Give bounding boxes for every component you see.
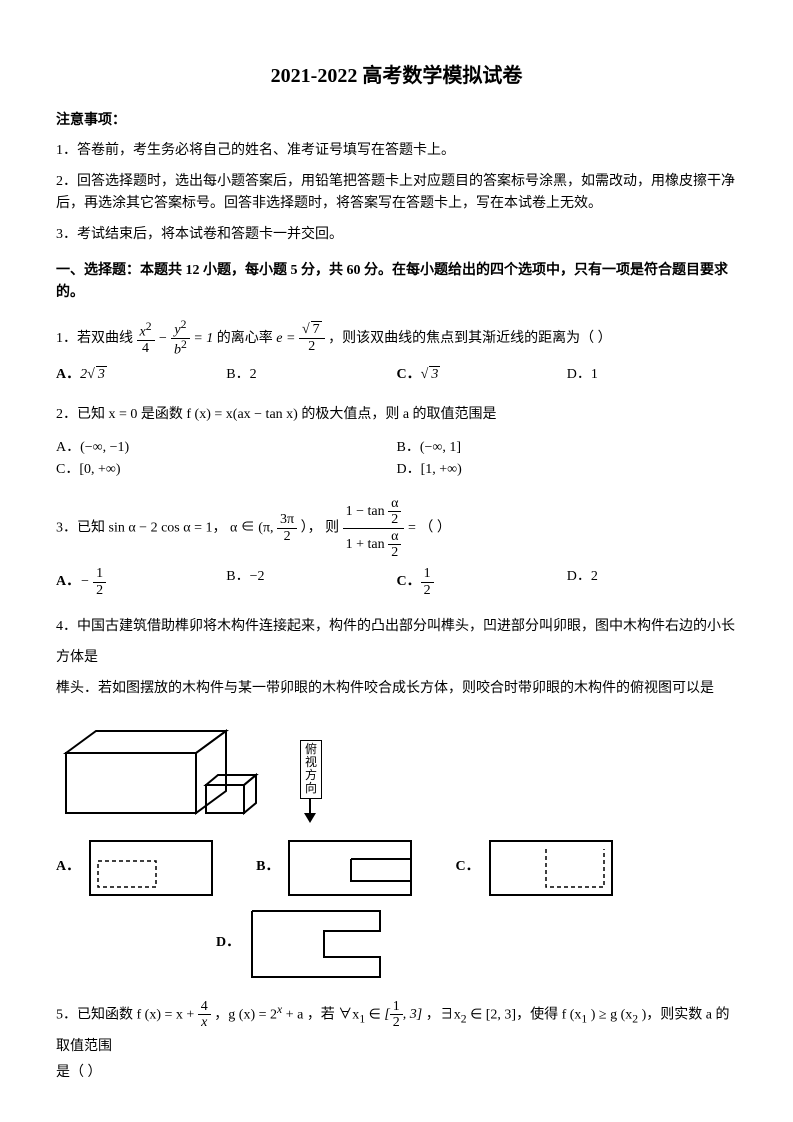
tenon-3d-icon	[56, 713, 296, 823]
q1-opt-c[interactable]: C．√3	[397, 364, 567, 386]
q3-opt-b[interactable]: B．−2	[226, 566, 396, 598]
q3-mid: ）， 则	[301, 520, 340, 535]
view-direction-label: 俯视方向	[300, 740, 322, 799]
notice-3: 3．考试结束后，将本试卷和答题卡一并交回。	[56, 224, 737, 246]
q4-options-row2: D．	[216, 905, 737, 983]
q4-opt-b[interactable]: B．	[256, 837, 415, 899]
q2-opt-b[interactable]: B．(−∞, 1]	[397, 437, 738, 459]
question-5: 5．已知函数 f (x) = x + 4x ，g (x) = 2x + a ，若…	[56, 997, 737, 1063]
q4-opt-a[interactable]: A．	[56, 837, 216, 899]
q4-opt-c[interactable]: C．	[455, 837, 615, 899]
q4-line2: 榫头．若如图摆放的木构件与某一带卯眼的木构件咬合成长方体，则咬合时带卯眼的木构件…	[56, 674, 737, 705]
q3-options: A．− 12 B．−2 C．12 D．2	[56, 566, 737, 598]
page-title: 2021-2022 高考数学模拟试卷	[56, 60, 737, 92]
q3-opt-d[interactable]: D．2	[567, 566, 737, 598]
q1-opt-b[interactable]: B．2	[226, 364, 396, 386]
q5-mid2: ∈	[369, 1007, 385, 1022]
q1-opt-a[interactable]: A．2√3	[56, 364, 226, 386]
arrow-down-icon	[300, 799, 320, 823]
q5-mid1: ，g (x) = 2	[214, 1007, 277, 1022]
q1-eq1: x24 − y2b2 = 1	[137, 331, 217, 346]
q4-options-row1: A． B． C．	[56, 837, 737, 899]
q3-pre: 3．已知 sin α − 2 cos α = 1， α ∈ (π,	[56, 520, 277, 535]
q1-opt-d[interactable]: D．1	[567, 364, 737, 386]
section-1-heading: 一、选择题：本题共 12 小题，每小题 5 分，共 60 分。在每小题给出的四个…	[56, 260, 737, 305]
q3-bigfrac: 1 − tan α2 1 + tan α2	[343, 520, 408, 535]
q3-opt-a[interactable]: A．− 12	[56, 566, 226, 598]
q1-eq2: e = √72	[276, 331, 328, 346]
q1-mid: 的离心率	[217, 331, 273, 346]
question-1: 1．若双曲线 x24 − y2b2 = 1 的离心率 e = √72 ，则该双曲…	[56, 319, 737, 358]
q5-pre: 5．已知函数 f (x) = x +	[56, 1007, 198, 1022]
q5-mid3: ，∃x	[426, 1007, 461, 1022]
q4-line1: 4．中国古建筑借助榫卯将木构件连接起来，构件的凸出部分叫榫头，凹进部分叫卯眼，图…	[56, 612, 737, 674]
q5-mid5: ) ≥ g (x	[591, 1007, 633, 1022]
q5-mid4: ∈ [2, 3]，使得 f (x	[470, 1007, 581, 1022]
q1-options: A．2√3 B．2 C．√3 D．1	[56, 364, 737, 386]
q2-opt-d[interactable]: D．[1, +∞)	[397, 459, 738, 481]
question-2: 2．已知 x = 0 是函数 f (x) = x(ax − tan x) 的极大…	[56, 400, 737, 431]
q1-pre: 1．若双曲线	[56, 331, 133, 346]
question-4: 4．中国古建筑借助榫卯将木构件连接起来，构件的凸出部分叫榫头，凹进部分叫卯眼，图…	[56, 612, 737, 704]
q4-optB-icon	[285, 837, 415, 899]
q5-mid1b: + a ，若 ∀x	[286, 1007, 360, 1022]
q3-post: = （ ）	[408, 520, 451, 535]
q4-optC-icon	[486, 837, 616, 899]
q4-optD-icon	[246, 905, 386, 983]
question-3: 3．已知 sin α − 2 cos α = 1， α ∈ (π, 3π2 ），…	[56, 496, 737, 561]
notice-2: 2．回答选择题时，选出每小题答案后，用铅笔把答题卡上对应题目的答案标号涂黑，如需…	[56, 171, 737, 216]
q2-opt-a[interactable]: A．(−∞, −1)	[56, 437, 397, 459]
q5-tail: 是（ ）	[56, 1062, 737, 1084]
q1-post: ，则该双曲线的焦点到其渐近线的距离为（ ）	[328, 331, 612, 346]
q2-options: A．(−∞, −1) B．(−∞, 1] C．[0, +∞) D．[1, +∞)	[56, 437, 737, 482]
notice-1: 1．答卷前，考生务必将自己的姓名、准考证号填写在答题卡上。	[56, 140, 737, 162]
q2-opt-c[interactable]: C．[0, +∞)	[56, 459, 397, 481]
q4-main-figure: 俯视方向	[56, 713, 737, 823]
q4-opt-d[interactable]: D．	[216, 905, 386, 983]
q3-opt-c[interactable]: C．12	[397, 566, 567, 598]
q4-optA-icon	[86, 837, 216, 899]
notice-heading: 注意事项：	[56, 110, 737, 132]
